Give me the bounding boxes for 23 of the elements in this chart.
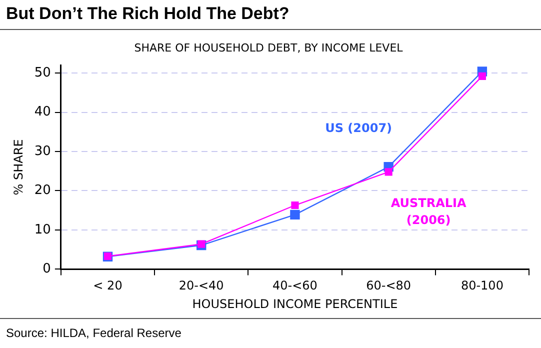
x-tick-label: < 20 — [93, 278, 122, 293]
point — [291, 201, 299, 210]
x-tick-label: 40-<60 — [272, 278, 318, 293]
y-tick-label: 50 — [34, 65, 51, 80]
x-tick-label: 80-100 — [460, 278, 504, 293]
chart-subtitle: SHARE OF HOUSEHOLD DEBT, BY INCOME LEVEL — [134, 41, 404, 54]
series-label: US (2007) — [325, 120, 392, 135]
y-tick-label: 0 — [42, 262, 51, 277]
chart-title: But Don’t The Rich Hold The Debt? — [6, 4, 290, 24]
point — [290, 210, 300, 220]
y-tick-label: 40 — [34, 104, 51, 120]
point — [198, 240, 206, 248]
source-note: Source: HILDA, Federal Reserve — [6, 326, 182, 340]
y-axis-title: % SHARE — [11, 139, 26, 196]
y-tick-label: 30 — [34, 144, 51, 159]
series-label: AUSTRALIA (2006) — [390, 196, 467, 228]
x-axis-title: HOUSEHOLD INCOME PERCENTILE — [192, 296, 398, 311]
y-tick-label: 20 — [34, 183, 51, 198]
y-tick-label: 10 — [34, 222, 51, 238]
point — [384, 168, 392, 176]
x-tick-label: 60-<80 — [366, 278, 412, 293]
point — [478, 72, 486, 80]
x-tick-label: 20-<40 — [178, 278, 224, 293]
